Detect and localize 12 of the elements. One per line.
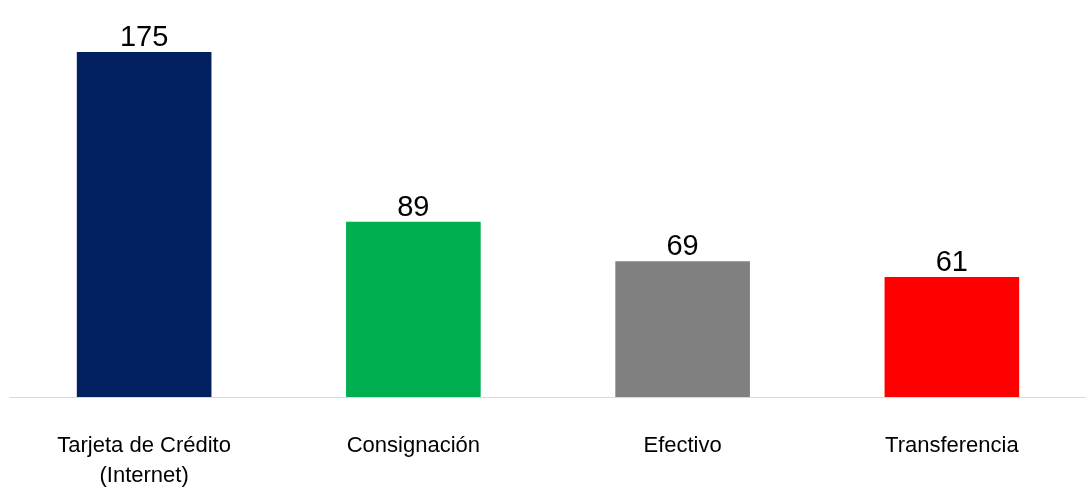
data-label: 89	[397, 189, 430, 222]
x-tick-label: Tarjeta de Crédito (Internet)	[57, 431, 231, 487]
data-label: 69	[666, 229, 699, 262]
x-tick-label: Transferencia	[885, 431, 1020, 457]
x-tick-label: Consignación	[346, 431, 481, 457]
data-label: 61	[935, 245, 969, 278]
data-label: 175	[119, 20, 169, 53]
bar	[884, 277, 1020, 398]
x-tick-label: Efectivo	[643, 431, 722, 457]
bar	[615, 261, 750, 398]
bar	[76, 52, 212, 398]
bar	[346, 221, 481, 398]
